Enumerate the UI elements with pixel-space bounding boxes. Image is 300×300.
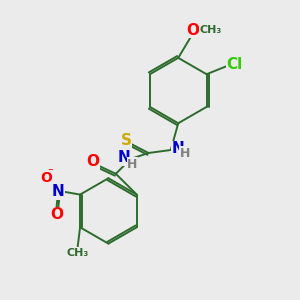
Text: H: H <box>127 158 138 171</box>
Text: ⁻: ⁻ <box>48 167 54 177</box>
Text: O: O <box>40 171 52 185</box>
Text: O: O <box>50 207 63 222</box>
Text: Cl: Cl <box>227 57 243 72</box>
Text: N: N <box>118 150 130 165</box>
Text: N: N <box>172 141 184 156</box>
Text: CH₃: CH₃ <box>200 25 222 35</box>
Text: H: H <box>180 147 190 160</box>
Text: O: O <box>87 154 100 169</box>
Text: N: N <box>51 184 64 199</box>
Text: O: O <box>186 23 199 38</box>
Text: S: S <box>120 133 131 148</box>
Text: CH₃: CH₃ <box>67 248 89 257</box>
